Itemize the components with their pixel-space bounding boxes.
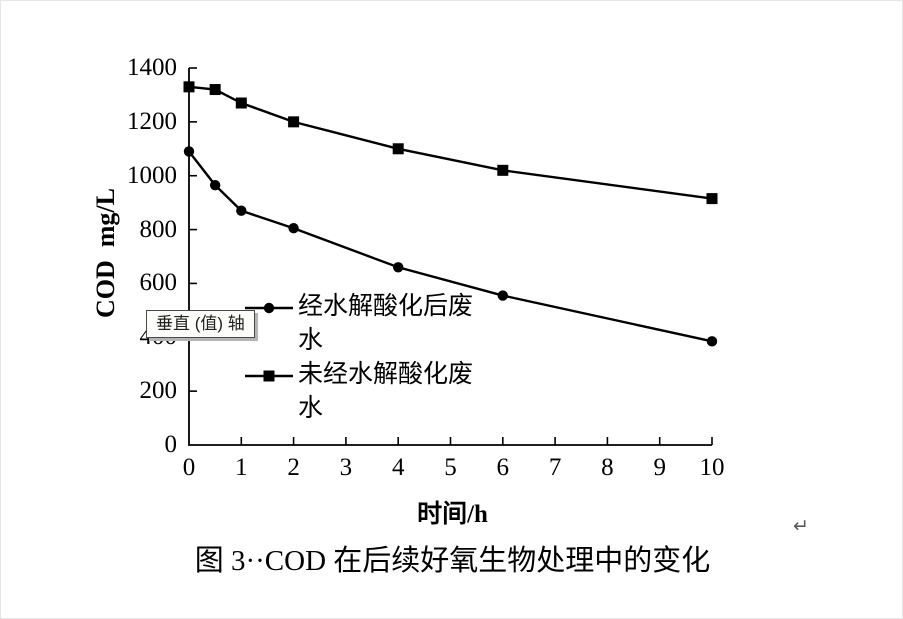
data-point-circle (497, 290, 508, 301)
legend-marker-square-icon (245, 370, 293, 382)
axis-tooltip-label: 垂直 (值) 轴 (156, 314, 245, 333)
legend-marker-circle-icon (245, 302, 293, 314)
x-tick-label: 8 (601, 454, 614, 481)
x-tick-label: 1 (235, 454, 248, 481)
axis-lines (188, 68, 712, 446)
x-tick-label: 5 (444, 454, 457, 481)
legend-label: 经水解酸化后废水 (298, 293, 474, 354)
data-point-square (706, 193, 718, 205)
legend-label: 未经水解酸化废水 (298, 361, 474, 422)
x-tick-label: 7 (548, 454, 562, 481)
x-tick-label: 0 (182, 454, 196, 481)
y-tick-label: 800 (139, 215, 178, 243)
y-tick-label: 1200 (127, 107, 177, 135)
data-point-circle (236, 205, 247, 216)
data-point-square (288, 116, 300, 128)
paragraph-return-icon: ↵ (793, 515, 809, 537)
data-point-circle (393, 262, 404, 273)
legend-entry[interactable]: 未经水解酸化废水 (244, 358, 490, 426)
legend[interactable]: 经水解酸化后废水 未经水解酸化废水 (244, 290, 490, 426)
data-point-square (235, 97, 247, 109)
data-point-square (392, 143, 404, 155)
y-tick-label: 600 (139, 269, 178, 297)
x-axis-title: 时间/h (417, 501, 488, 528)
axis-tooltip: 垂直 (值) 轴 (146, 310, 255, 338)
x-tick-label: 4 (391, 454, 405, 481)
data-point-circle (183, 146, 195, 157)
x-tick-label: 3 (339, 454, 353, 481)
data-point-circle (288, 223, 299, 234)
data-point-square (497, 164, 509, 176)
y-tick-label: 200 (139, 377, 178, 405)
x-tick-label: 10 (699, 454, 725, 481)
data-point-square (183, 81, 195, 93)
y-axis-title: COD mg/L (91, 188, 120, 318)
data-point-circle (706, 336, 718, 347)
y-tick-label: 1400 (127, 54, 177, 81)
figure-caption: 图 3··COD 在后续好氧生物处理中的变化 (194, 545, 711, 577)
x-tick-label: 2 (287, 454, 300, 481)
series-line-1 (188, 85, 713, 200)
x-tick-label: 9 (653, 454, 666, 481)
data-point-square (209, 84, 221, 96)
y-tick-label: 0 (164, 431, 178, 458)
y-tick-label: 1000 (127, 161, 177, 189)
data-point-circle (209, 179, 221, 191)
x-tick-label: 6 (496, 454, 510, 481)
legend-entry[interactable]: 经水解酸化后废水 (244, 290, 490, 358)
